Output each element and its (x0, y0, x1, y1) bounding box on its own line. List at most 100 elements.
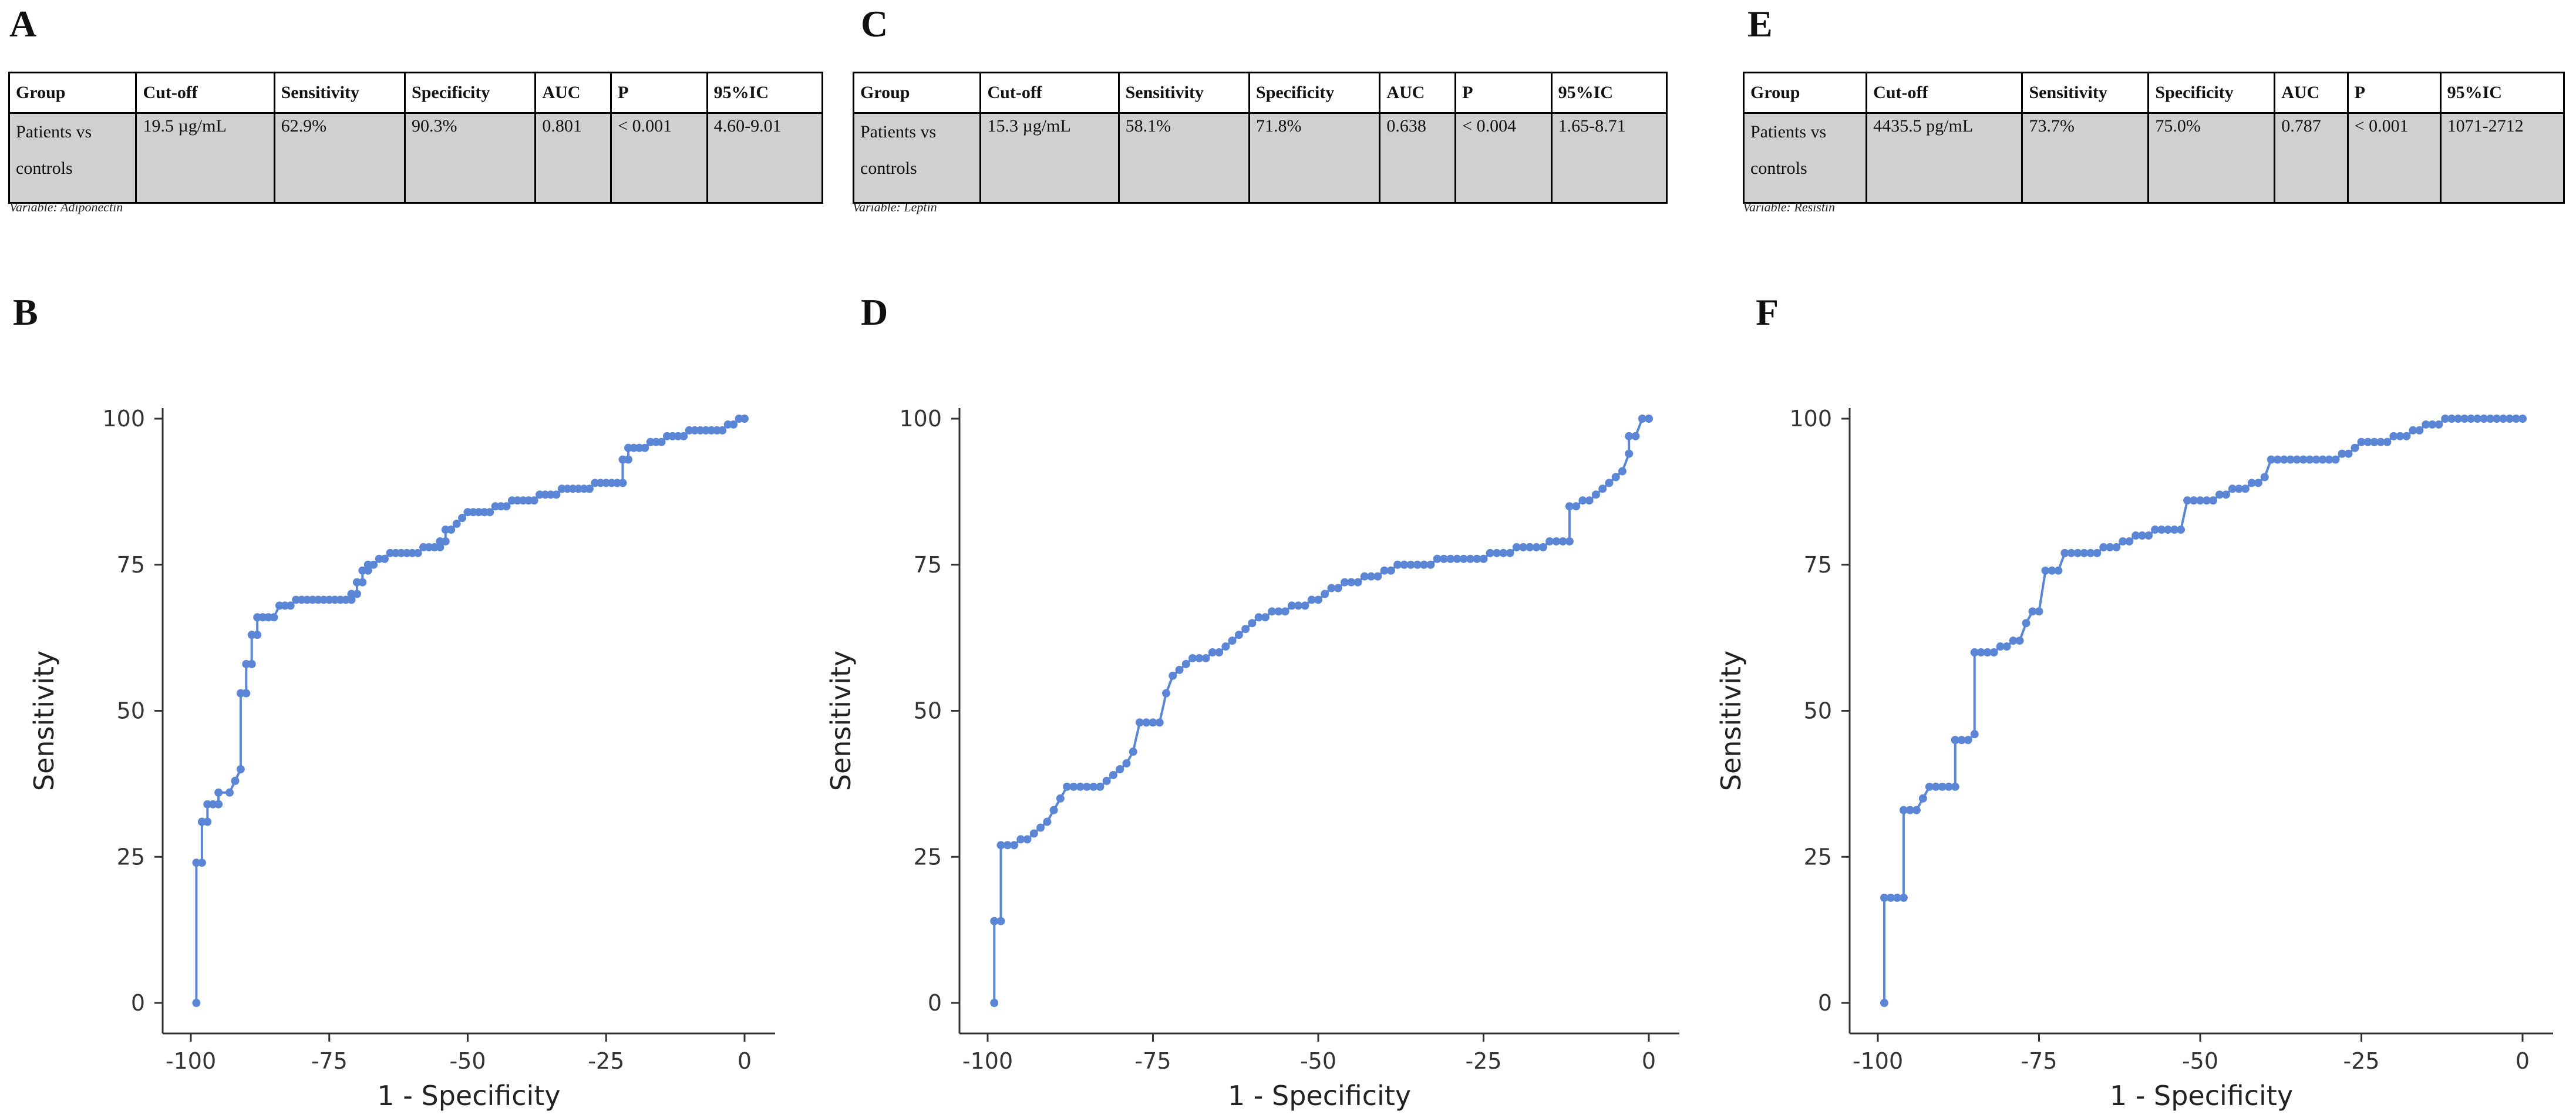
roc-point (2518, 415, 2527, 423)
roc-point (1420, 560, 1429, 569)
roc-point (2434, 420, 2443, 429)
roc-point (2215, 490, 2224, 499)
y-axis-label: Sensitivity (28, 651, 60, 791)
cell-group: Patients vs controls (852, 112, 982, 204)
cell-p: < 0.004 (1454, 112, 1553, 204)
roc-point (1565, 502, 1574, 511)
table-caption-adiponectin: Variable: Adiponectin (9, 200, 123, 214)
roc-point (2247, 479, 2256, 487)
roc-point (2060, 548, 2069, 557)
roc-point (2299, 455, 2308, 464)
roc-point (1893, 893, 1901, 902)
roc-point (197, 858, 206, 867)
header-sensitivity: Sensitivity (1117, 72, 1251, 114)
y-tick-label: 100 (899, 406, 942, 432)
roc-point (1631, 432, 1640, 440)
roc-point (1976, 648, 1985, 656)
header-auc: AUC (1379, 72, 1457, 114)
roc-point (441, 537, 450, 545)
roc-point (2164, 526, 2173, 534)
cell-cutoff: 15.3 µg/mL (979, 112, 1120, 204)
header-cutoff: Cut-off (135, 72, 275, 114)
header-cutoff: Cut-off (1866, 72, 2023, 114)
group-line-1: Patients vs (1750, 122, 1827, 142)
roc-point (1625, 432, 1634, 440)
header-p: P (1454, 72, 1553, 114)
roc-point (1135, 718, 1144, 727)
roc-point (1413, 560, 1422, 569)
roc-point (2022, 619, 2031, 628)
header-group: Group (852, 72, 982, 114)
roc-point (1069, 782, 1078, 791)
roc-point (1122, 759, 1131, 768)
roc-point (1512, 543, 1521, 551)
header-p: P (2346, 72, 2442, 114)
roc-point (1102, 776, 1111, 785)
roc-point (1234, 631, 1243, 639)
roc-point (1499, 548, 1508, 557)
y-tick-label: 50 (1804, 698, 1832, 724)
roc-point (990, 917, 999, 925)
y-tick-label: 0 (1818, 990, 1832, 1016)
roc-point (1519, 543, 1528, 551)
roc-point (1281, 607, 1289, 616)
roc-point (2493, 415, 2501, 423)
roc-point (1254, 613, 1263, 622)
roc-point (225, 788, 234, 797)
roc-point (1433, 554, 1442, 563)
roc-point (2473, 415, 2482, 423)
roc-point (2383, 437, 2392, 446)
roc-point (352, 590, 361, 598)
roc-point (2131, 531, 2140, 540)
cell-sensitivity: 58.1% (1117, 112, 1251, 204)
roc-point (1912, 806, 1921, 814)
roc-point (2002, 642, 2011, 651)
roc-point (729, 420, 738, 429)
roc-point (996, 841, 1005, 850)
roc-point (1459, 554, 1468, 563)
cell-specificity: 75.0% (2147, 112, 2276, 204)
roc-point (2409, 426, 2417, 435)
results-table-leptin: Group Cut-off Sensitivity Specificity AU… (852, 72, 1668, 204)
roc-point (1175, 665, 1184, 674)
roc-point (2228, 484, 2237, 493)
roc-point (1248, 619, 1257, 628)
roc-point (2157, 526, 2166, 534)
roc-point (2480, 415, 2489, 423)
roc-point (1360, 572, 1369, 581)
header-ci: 95%IC (2439, 72, 2565, 114)
roc-chart-b: 0 25 50 75 100 -100 -75 -50 -25 0 1 - Specificity S… (28, 406, 775, 1112)
roc-point (2254, 479, 2262, 487)
roc-point (618, 479, 627, 487)
roc-point (1585, 496, 1594, 505)
roc-point (458, 514, 467, 523)
roc-point (2035, 607, 2043, 616)
cell-group: Patients vs controls (8, 112, 137, 204)
roc-point (2286, 455, 2295, 464)
roc-point (641, 443, 649, 452)
roc-point (2151, 526, 2160, 534)
header-specificity: Specificity (404, 72, 537, 114)
roc-point (1063, 782, 1072, 791)
roc-point (2292, 455, 2301, 464)
roc-point (1996, 642, 2005, 651)
roc-point (1558, 537, 1567, 545)
roc-point (2221, 490, 2230, 499)
roc-point (2080, 548, 2089, 557)
roc-point (1029, 829, 1038, 838)
roc-point (1989, 648, 1998, 656)
roc-point (380, 554, 389, 563)
roc-point (2467, 415, 2476, 423)
y-tick-label: 75 (914, 552, 942, 578)
roc-point (203, 817, 212, 826)
roc-point (2048, 566, 2056, 575)
y-tick-label: 75 (117, 552, 145, 578)
roc-point (1268, 607, 1277, 616)
roc-curve-line (1883, 417, 2523, 1003)
roc-point (1221, 642, 1230, 651)
x-tick-label: -100 (962, 1048, 1013, 1074)
roc-curve-line (195, 417, 745, 1003)
roc-point (363, 566, 372, 575)
roc-point (1880, 893, 1888, 902)
roc-point (1493, 548, 1501, 557)
